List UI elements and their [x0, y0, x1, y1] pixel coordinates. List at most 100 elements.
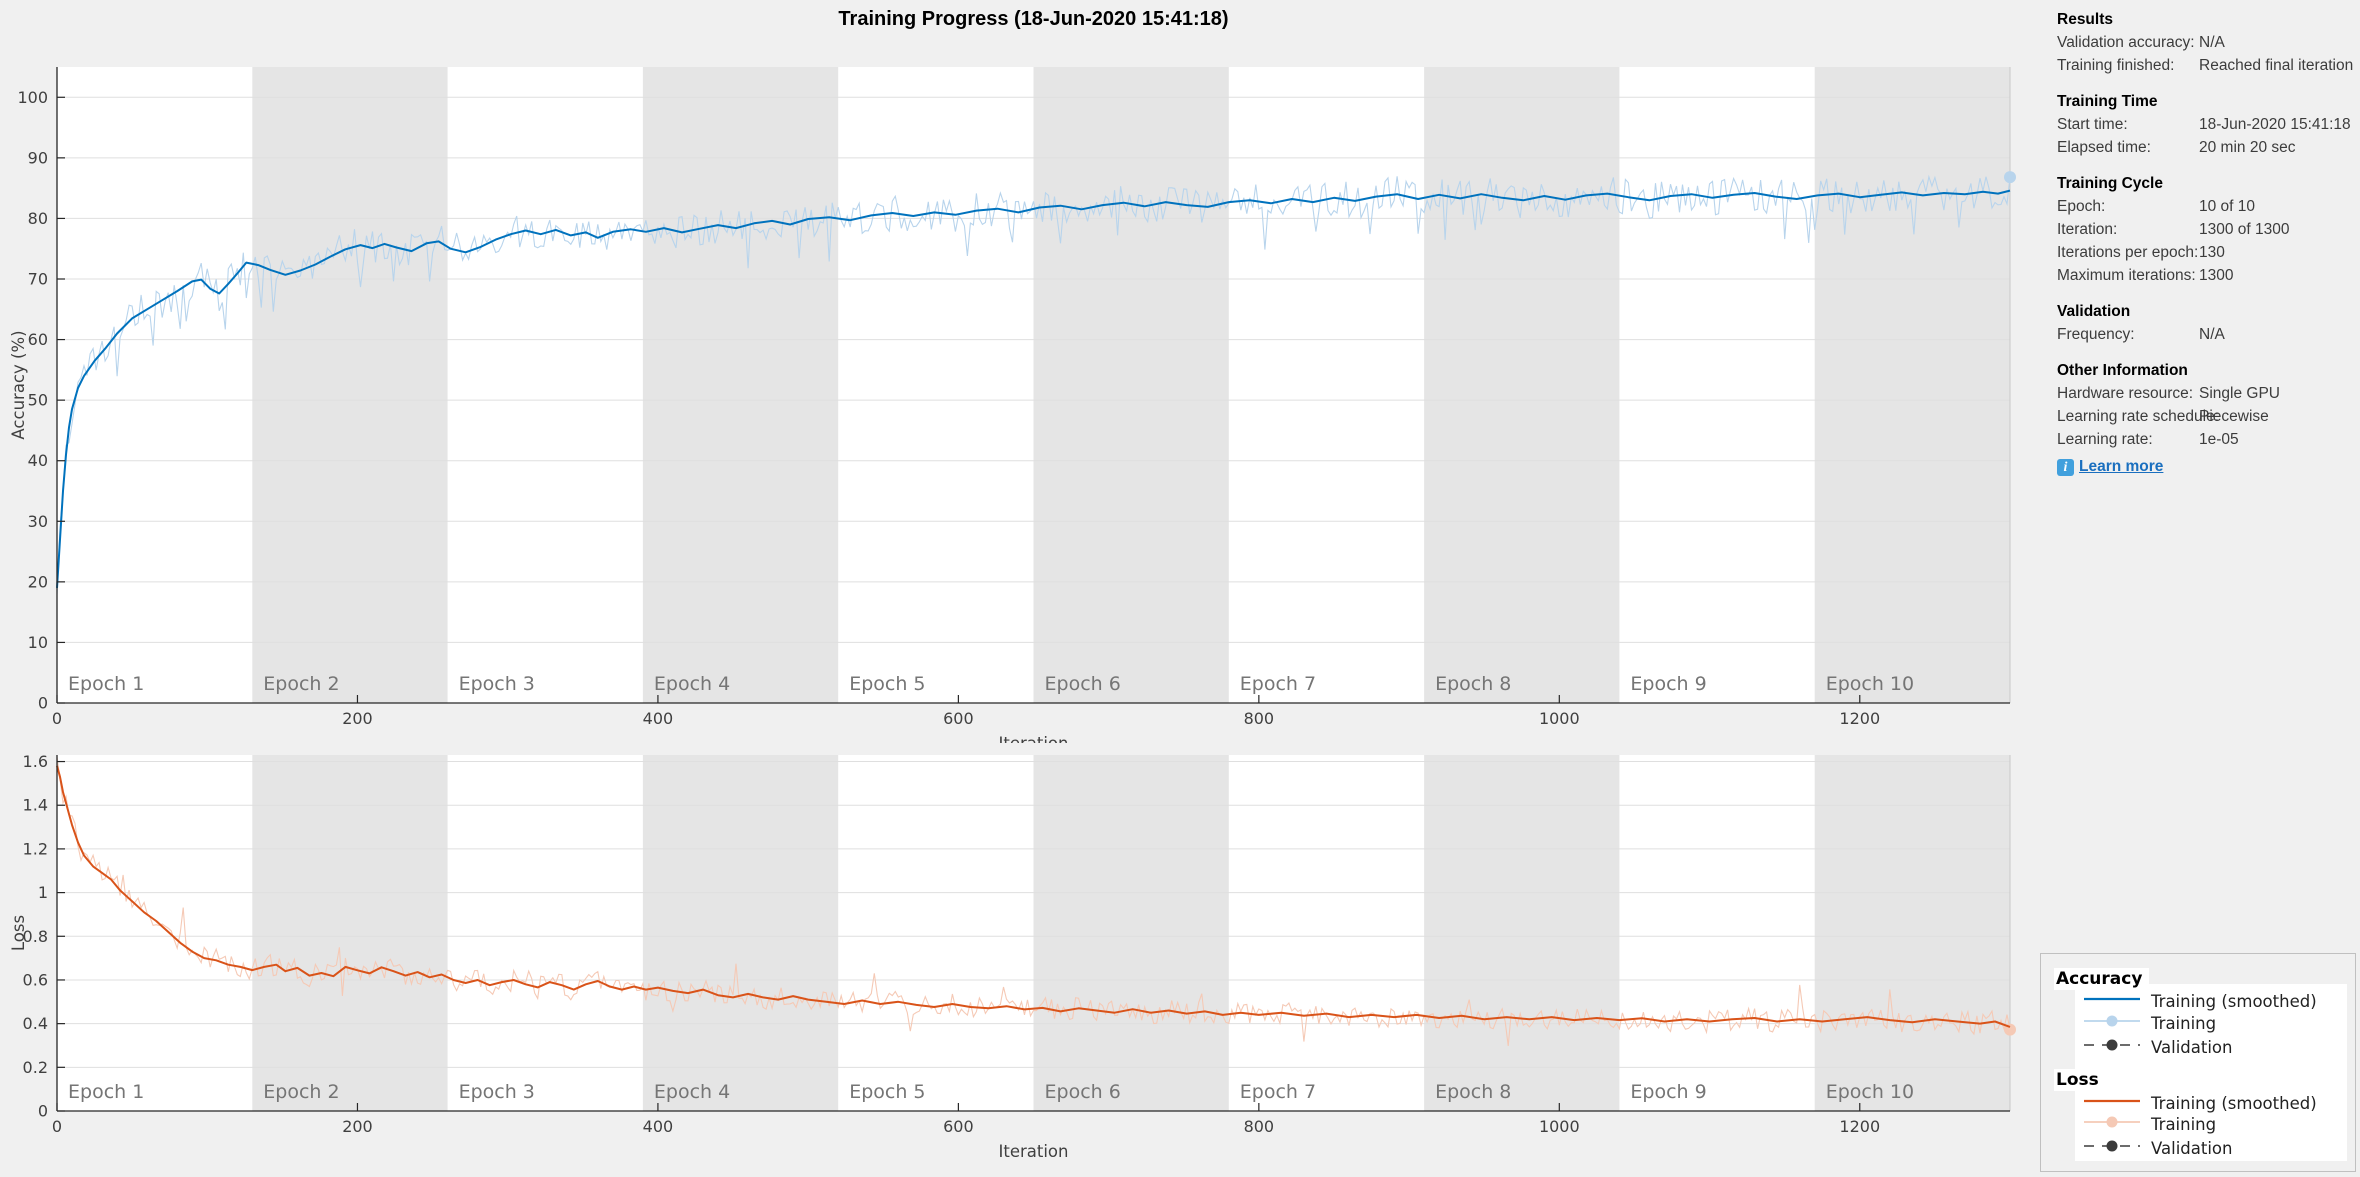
epoch-label: Epoch 2: [263, 1081, 339, 1103]
epoch-label: Epoch 7: [1240, 1081, 1316, 1103]
row-value: Reached final iteration: [2199, 57, 2354, 74]
row-label: Validation accuracy:: [2057, 34, 2195, 51]
y-tick-label: 60: [28, 330, 48, 349]
x-tick-label: 1000: [1539, 1117, 1580, 1136]
epoch-band: [1814, 755, 2010, 1111]
row-value: 1e-05: [2199, 431, 2239, 448]
section-title: Other Information: [2057, 362, 2188, 379]
epoch-label: Epoch 1: [68, 1081, 144, 1103]
line-sample-icon: [2083, 1113, 2141, 1135]
y-tick-label: 30: [28, 512, 48, 531]
x-tick-label: 0: [52, 709, 62, 728]
epoch-band: [252, 67, 448, 703]
x-tick-label: 400: [643, 709, 674, 728]
loss-training-raw-line: [56, 756, 2011, 1046]
x-tick-label: 800: [1244, 1117, 1275, 1136]
panel-row: Epoch: 10 of 10: [2057, 195, 2347, 218]
y-tick-label: 20: [28, 572, 48, 591]
line-sample-icon: [2083, 1012, 2141, 1034]
legend-item: Training (smoothed): [2083, 991, 2317, 1011]
training-cycle-section: Training Cycle Epoch: 10 of 10 Iteration…: [2057, 172, 2347, 287]
section-title: Training Time: [2057, 93, 2158, 110]
panel-row: Start time: 18-Jun-2020 15:41:18: [2057, 113, 2351, 136]
epoch-band: [642, 755, 839, 1111]
row-label: Learning rate schedule:: [2057, 408, 2220, 425]
epoch-label: Epoch 10: [1826, 1081, 1914, 1103]
section-title: Validation: [2057, 303, 2131, 320]
legend-item: Training (smoothed): [2083, 1093, 2317, 1113]
y-tick-label: 100: [17, 88, 48, 107]
panel-row: Elapsed time: 20 min 20 sec: [2057, 136, 2347, 159]
row-value: Single GPU: [2199, 385, 2280, 402]
y-axis-label: Accuracy (%): [9, 330, 28, 439]
legend-item: Training: [2083, 1013, 2216, 1033]
legend-inner-panel: [2075, 984, 2347, 1161]
y-tick-label: 0.6: [23, 970, 48, 989]
x-tick-label: 200: [342, 709, 373, 728]
x-tick-label: 800: [1244, 709, 1275, 728]
line-sample-icon: [2083, 1036, 2141, 1058]
epoch-band: [642, 67, 839, 703]
legend-item-label: Training: [2151, 1114, 2217, 1134]
epoch-label: Epoch 4: [654, 673, 730, 695]
y-tick-label: 1: [38, 883, 48, 902]
panel-row: Frequency: N/A: [2057, 323, 2347, 346]
epoch-label: Epoch 5: [849, 673, 925, 695]
legend-item: Validation: [2083, 1037, 2232, 1057]
y-tick-label: 40: [28, 451, 48, 470]
epoch-label: Epoch 8: [1435, 673, 1511, 695]
row-value: 10 of 10: [2199, 198, 2256, 215]
row-value: Piecewise: [2199, 408, 2269, 425]
row-value: N/A: [2199, 34, 2225, 51]
legend-item-label: Training (smoothed): [2151, 1093, 2317, 1113]
row-label: Iterations per epoch:: [2057, 244, 2199, 261]
y-tick-label: 0: [38, 694, 48, 713]
panel-row: Learning rate: 1e-05: [2057, 428, 2347, 451]
y-tick-label: 1.4: [23, 796, 48, 815]
line-sample-icon: [2083, 1137, 2141, 1159]
section-title: Results: [2057, 11, 2113, 28]
row-value: N/A: [2199, 326, 2225, 343]
y-tick-label: 70: [28, 270, 48, 289]
legend-item-label: Training: [2151, 1013, 2217, 1033]
panel-row: Learning rate schedule: Piecewise: [2057, 405, 2347, 428]
epoch-label: Epoch 10: [1826, 673, 1914, 695]
epoch-band: [1033, 755, 1229, 1111]
x-tick-label: 1200: [1839, 1117, 1880, 1136]
y-tick-label: 10: [28, 633, 48, 652]
loss-chart: Epoch 1 Epoch 2 Epoch 3 Epoch 4 Epoch 5 Epoch…: [9, 752, 2016, 1161]
x-tick-label: 1000: [1539, 709, 1580, 728]
epoch-label: Epoch 9: [1630, 1081, 1706, 1103]
x-tick-label: 600: [943, 1117, 974, 1136]
row-label: Frequency:: [2057, 326, 2135, 343]
legend-item-label: Training (smoothed): [2151, 991, 2317, 1011]
row-label: Epoch:: [2057, 198, 2106, 215]
row-value: 1300: [2199, 267, 2234, 284]
x-tick-label: 400: [643, 1117, 674, 1136]
training-time-section: Training Time Start time: 18-Jun-2020 15…: [2057, 90, 2351, 159]
y-tick-label: 90: [28, 148, 48, 167]
row-value: 130: [2199, 244, 2225, 261]
row-label: Iteration:: [2057, 221, 2118, 238]
y-tick-label: 0: [38, 1102, 48, 1121]
learn-more-link[interactable]: i Learn more: [2057, 458, 2347, 476]
epoch-label: Epoch 6: [1045, 1081, 1121, 1103]
page-title: Training Progress (18-Jun-2020 15:41:18): [838, 8, 1229, 30]
x-axis-label: Iteration: [999, 1142, 1069, 1161]
panel-row: Validation accuracy: N/A: [2057, 31, 2347, 54]
y-tick-label: 80: [28, 209, 48, 228]
loss-training-smoothed-line: [56, 765, 2011, 1028]
row-value: 1300 of 1300: [2199, 221, 2290, 238]
legend-box: Accuracy Training (smoothed) Training Va…: [2040, 953, 2356, 1172]
epoch-label: Epoch 4: [654, 1081, 730, 1103]
panel-row: Iterations per epoch: 130: [2057, 241, 2347, 264]
epoch-label: Epoch 3: [459, 1081, 535, 1103]
y-tick-label: 0.8: [23, 927, 48, 946]
epoch-label: Epoch 9: [1630, 673, 1706, 695]
line-sample-icon: [2083, 1092, 2141, 1114]
y-tick-label: 1.6: [23, 752, 48, 771]
epoch-label: Epoch 3: [459, 673, 535, 695]
accuracy-training-raw-end-marker: [2004, 171, 2016, 184]
legend-group-title-loss: Loss: [2054, 1069, 2106, 1091]
x-axis-label: Iteration: [999, 734, 1069, 743]
